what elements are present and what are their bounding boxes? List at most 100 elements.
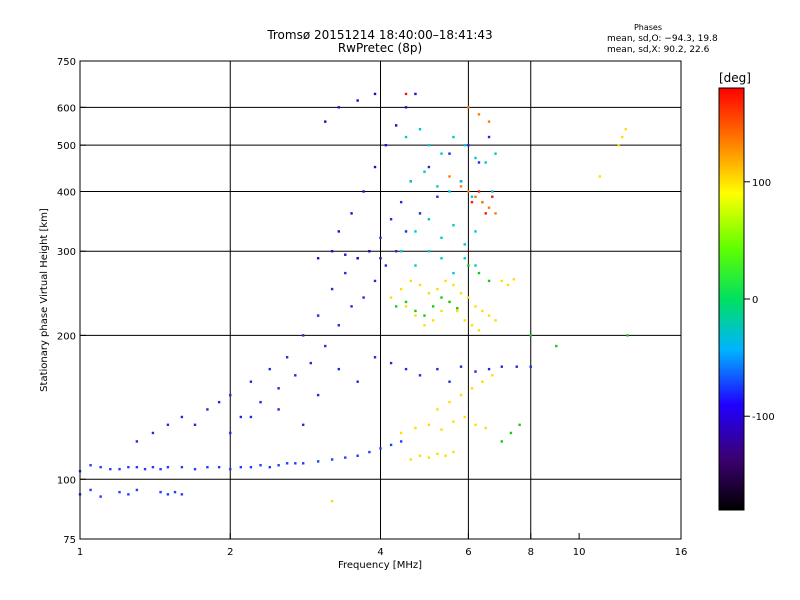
data-point <box>470 324 474 327</box>
data-point <box>491 374 494 377</box>
data-point <box>487 120 491 123</box>
data-point <box>487 135 491 139</box>
data-point <box>418 374 422 377</box>
data-point <box>427 143 431 147</box>
data-point <box>474 156 477 160</box>
data-point <box>277 408 280 411</box>
data-point <box>484 161 487 164</box>
data-point <box>337 230 341 233</box>
data-point <box>285 356 289 359</box>
data-point <box>99 465 102 469</box>
data-point <box>518 423 521 427</box>
data-point <box>394 305 398 308</box>
data-point <box>481 309 484 313</box>
data-point <box>337 367 341 371</box>
data-point <box>431 305 435 308</box>
data-point <box>500 365 504 368</box>
data-point <box>99 495 102 498</box>
y-tick-label: 75 <box>63 535 76 546</box>
data-point <box>399 200 403 204</box>
data-point <box>452 420 455 423</box>
data-point <box>399 440 403 443</box>
data-point <box>316 314 320 317</box>
data-point <box>379 447 382 450</box>
data-point <box>515 365 518 368</box>
data-point <box>127 465 130 469</box>
data-point <box>481 200 484 204</box>
data-point <box>399 431 403 435</box>
data-point <box>484 426 487 430</box>
data-point <box>624 127 627 131</box>
data-point <box>135 465 139 469</box>
x-tick-label: 2 <box>227 547 233 558</box>
stats-o-line: mean, sd,O: −94.3, 19.8 <box>607 34 718 44</box>
data-point <box>491 195 494 198</box>
data-point <box>384 264 388 267</box>
data-point <box>350 305 353 308</box>
data-point <box>166 423 170 427</box>
data-point <box>404 106 408 109</box>
data-point <box>409 279 412 283</box>
data-point <box>414 264 417 267</box>
data-point <box>484 212 487 215</box>
data-point <box>173 490 177 494</box>
data-point <box>487 314 491 317</box>
data-point <box>294 462 297 465</box>
data-point <box>249 465 253 469</box>
data-point <box>470 200 474 204</box>
data-point <box>477 113 481 116</box>
data-point <box>414 230 417 233</box>
data-point <box>440 428 443 431</box>
data-point <box>344 456 347 459</box>
data-point <box>452 450 455 454</box>
data-point <box>373 165 377 169</box>
data-point <box>337 324 341 327</box>
data-point <box>399 287 403 291</box>
data-point <box>330 458 334 461</box>
data-point <box>467 143 470 147</box>
data-point <box>109 467 112 471</box>
data-point <box>598 175 601 178</box>
data-point <box>294 374 297 377</box>
data-point <box>159 490 162 494</box>
y-tick-label: 750 <box>57 57 76 68</box>
data-point <box>427 456 431 459</box>
data-point <box>459 292 463 295</box>
data-point <box>362 190 365 193</box>
data-point <box>277 387 280 390</box>
data-point <box>166 465 170 469</box>
data-point <box>467 106 470 109</box>
data-point <box>409 458 412 461</box>
data-point <box>456 309 459 313</box>
data-point <box>404 135 408 139</box>
data-point <box>356 99 359 102</box>
data-point <box>309 361 312 365</box>
data-point <box>463 257 466 260</box>
stats-x-line: mean, sd,X: 90.2, 22.6 <box>607 45 710 55</box>
data-point <box>477 329 481 332</box>
data-point <box>301 462 305 465</box>
data-point <box>239 465 243 469</box>
data-point <box>206 408 209 411</box>
x-tick-label: 4 <box>377 547 383 558</box>
data-point <box>414 92 417 96</box>
data-point <box>268 367 271 371</box>
data-point <box>427 250 431 253</box>
data-point <box>529 365 532 368</box>
data-point <box>427 218 431 221</box>
x-tick-label: 1 <box>77 547 83 558</box>
data-point <box>477 271 481 275</box>
data-point <box>330 499 334 503</box>
stats-heading: Phases <box>634 23 662 32</box>
data-point <box>324 344 327 348</box>
data-point <box>436 408 439 411</box>
data-point <box>621 135 624 139</box>
x-tick-label: 10 <box>573 547 586 558</box>
data-point <box>356 454 359 457</box>
data-point <box>249 415 253 419</box>
data-point <box>500 279 504 283</box>
grid-lines <box>80 61 681 539</box>
data-point <box>206 465 209 469</box>
data-point <box>491 190 494 193</box>
data-point <box>436 195 439 198</box>
